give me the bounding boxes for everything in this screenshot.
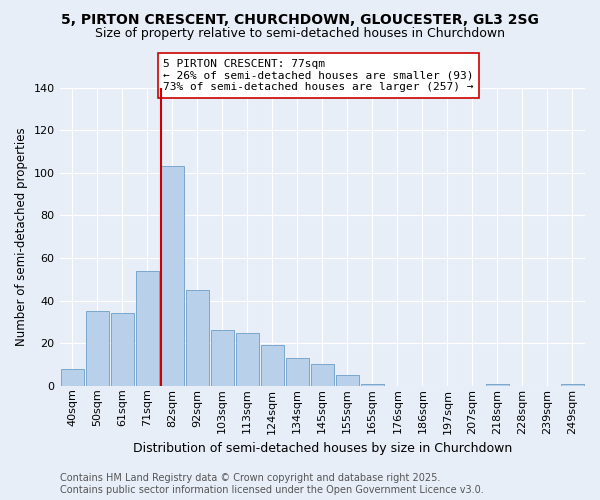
Y-axis label: Number of semi-detached properties: Number of semi-detached properties: [15, 128, 28, 346]
Bar: [261, 346, 284, 386]
Bar: [211, 330, 233, 386]
X-axis label: Distribution of semi-detached houses by size in Churchdown: Distribution of semi-detached houses by …: [133, 442, 512, 455]
Bar: [136, 271, 158, 386]
Bar: [486, 384, 509, 386]
Bar: [361, 384, 384, 386]
Bar: [86, 311, 109, 386]
Bar: [286, 358, 309, 386]
Text: Size of property relative to semi-detached houses in Churchdown: Size of property relative to semi-detach…: [95, 28, 505, 40]
Bar: [236, 332, 259, 386]
Bar: [561, 384, 584, 386]
Bar: [161, 166, 184, 386]
Bar: [185, 290, 209, 386]
Bar: [110, 314, 134, 386]
Text: 5 PIRTON CRESCENT: 77sqm
← 26% of semi-detached houses are smaller (93)
73% of s: 5 PIRTON CRESCENT: 77sqm ← 26% of semi-d…: [163, 59, 474, 92]
Text: Contains HM Land Registry data © Crown copyright and database right 2025.
Contai: Contains HM Land Registry data © Crown c…: [60, 474, 484, 495]
Text: 5, PIRTON CRESCENT, CHURCHDOWN, GLOUCESTER, GL3 2SG: 5, PIRTON CRESCENT, CHURCHDOWN, GLOUCEST…: [61, 12, 539, 26]
Bar: [336, 375, 359, 386]
Bar: [311, 364, 334, 386]
Bar: [61, 368, 83, 386]
